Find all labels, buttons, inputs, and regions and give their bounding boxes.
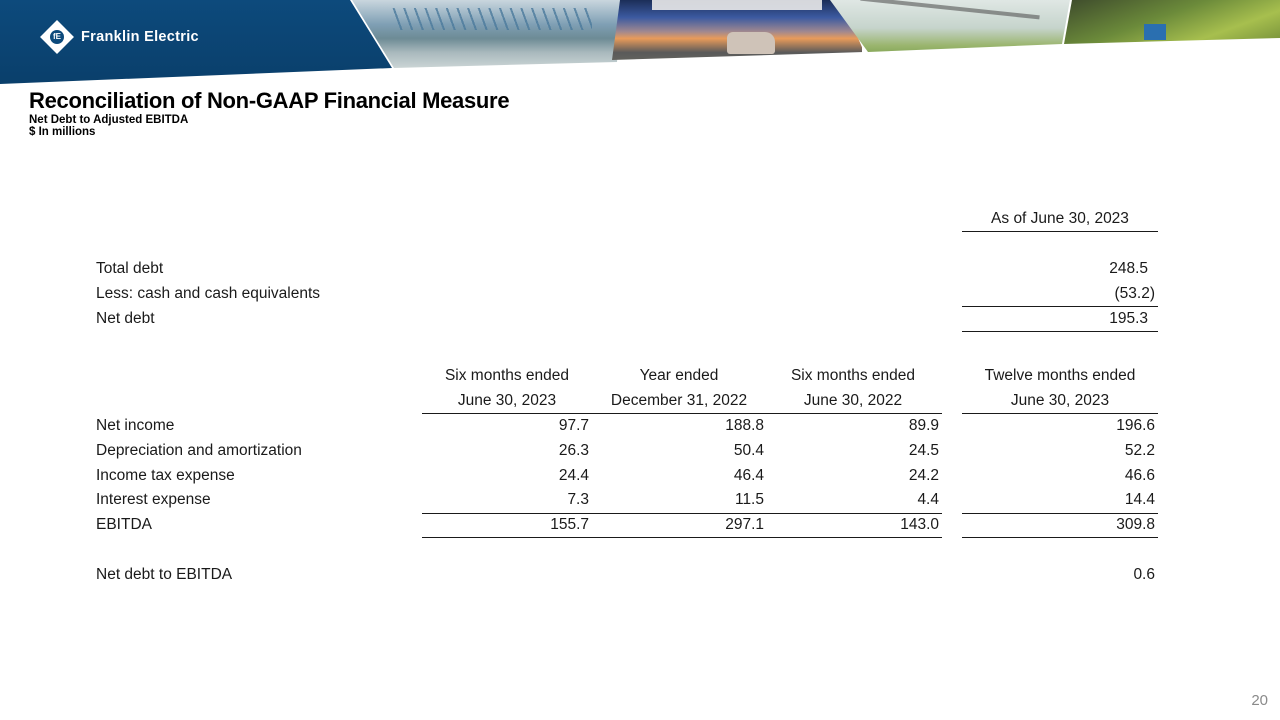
row-value: 196.6 (1116, 417, 1155, 434)
row-value: 46.4 (733, 467, 764, 484)
row-value: 309.8 (1116, 516, 1155, 533)
fuel-station-photo (612, 0, 862, 60)
irrigation-photo (830, 0, 1070, 52)
row-label: Less: cash and cash equivalents (96, 285, 321, 302)
row-value: 97.7 (558, 417, 589, 434)
divider (422, 537, 942, 539)
row-value: 4.4 (917, 491, 939, 508)
row-value: 155.7 (550, 516, 589, 533)
row-value: 24.4 (558, 467, 589, 484)
row-value: 195.3 (1109, 310, 1148, 327)
column-header-line2: June 30, 2022 (803, 392, 903, 409)
divider (962, 331, 1158, 333)
column-header-line1: Six months ended (790, 367, 916, 384)
row-value: 7.3 (567, 491, 589, 508)
water-treatment-photo (352, 0, 622, 68)
divider (422, 413, 942, 415)
row-label: Depreciation and amortization (96, 442, 302, 459)
brand-name: Franklin Electric (81, 29, 199, 45)
divider (962, 231, 1158, 233)
row-value: 26.3 (558, 442, 589, 459)
column-header-line1: Six months ended (444, 367, 570, 384)
sprinkler-photo (1064, 0, 1280, 44)
row-value: 248.5 (1109, 260, 1148, 277)
row-value: 188.8 (725, 417, 764, 434)
column-header-as-of: As of June 30, 2023 (991, 210, 1129, 227)
row-value: 52.2 (1124, 442, 1155, 459)
row-value: 143.0 (900, 516, 939, 533)
divider (422, 513, 942, 515)
divider (962, 513, 1158, 515)
divider (962, 413, 1158, 415)
divider (962, 306, 1158, 308)
row-value: 297.1 (725, 516, 764, 533)
fe-diamond-logo-icon: fE (40, 20, 74, 54)
row-label: Total debt (96, 260, 164, 277)
row-label: Interest expense (96, 491, 211, 508)
row-value: 46.6 (1124, 467, 1155, 484)
franklin-electric-logo: fE Franklin Electric (40, 20, 199, 54)
row-value: 24.2 (908, 467, 939, 484)
row-value: (53.2) (1114, 285, 1156, 302)
row-value: 89.9 (908, 417, 939, 434)
units-label: $ In millions (29, 126, 96, 138)
column-header-line2: December 31, 2022 (610, 392, 748, 409)
column-header-line1: Twelve months ended (984, 367, 1136, 384)
page-subtitle: Net Debt to Adjusted EBITDA (29, 114, 189, 126)
row-label: Income tax expense (96, 467, 235, 484)
row-value: 11.5 (734, 491, 764, 508)
page-title: Reconciliation of Non-GAAP Financial Mea… (29, 88, 510, 113)
column-header-line1: Year ended (639, 367, 719, 384)
divider (962, 537, 1158, 539)
row-label: EBITDA (96, 516, 152, 533)
row-label: Net income (96, 417, 175, 434)
column-header-line2: June 30, 2023 (1010, 392, 1110, 409)
row-label: Net debt to EBITDA (96, 566, 233, 583)
row-value: 50.4 (733, 442, 764, 459)
column-header-line2: June 30, 2023 (457, 392, 557, 409)
page-number: 20 (1251, 692, 1268, 709)
row-label: Net debt (96, 310, 155, 327)
row-value: 0.6 (1133, 566, 1155, 583)
row-value: 24.5 (908, 442, 939, 459)
row-value: 14.4 (1124, 491, 1155, 508)
header-banner: fE Franklin Electric (0, 0, 1280, 84)
